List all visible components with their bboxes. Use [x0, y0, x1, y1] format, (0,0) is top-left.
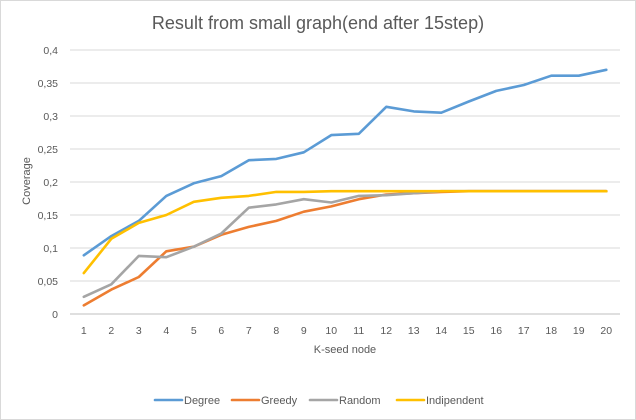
x-tick-label: 6: [218, 325, 224, 337]
x-tick-label: 9: [301, 325, 307, 337]
legend-label: Indipendent: [426, 395, 484, 407]
legend: Degree Greedy Random Indipendent: [153, 395, 484, 407]
x-tick-label: 16: [490, 325, 502, 337]
x-tick-label: 1: [81, 325, 87, 337]
x-tick-label: 17: [518, 325, 530, 337]
legend-label: Greedy: [261, 395, 298, 407]
x-tick-label: 8: [273, 325, 279, 337]
series-lines: [82, 68, 608, 307]
x-tick-label: 5: [191, 325, 197, 337]
x-tick-label: 10: [325, 325, 337, 337]
x-tick-label: 14: [435, 325, 447, 337]
x-tick-label: 20: [600, 325, 612, 337]
y-axis-ticks: 0 0,05 0,1 0,15 0,2 0,25 0,3 0,35 0,4: [38, 45, 59, 321]
x-tick-label: 19: [573, 325, 585, 337]
y-tick-label: 0,4: [43, 45, 58, 57]
x-tick-label: 4: [163, 325, 169, 337]
y-tick-label: 0,3: [43, 111, 58, 123]
x-tick-label: 11: [353, 325, 364, 337]
y-tick-label: 0,05: [38, 276, 59, 288]
y-tick-label: 0,1: [43, 243, 58, 255]
x-tick-label: 2: [108, 325, 114, 337]
y-tick-label: 0,35: [38, 78, 59, 90]
y-tick-label: 0,2: [43, 177, 58, 189]
legend-item-degree: Degree: [153, 395, 220, 407]
y-tick-label: 0,15: [38, 210, 59, 222]
legend-label: Degree: [184, 395, 220, 407]
y-axis-label: Coverage: [21, 157, 33, 205]
legend-item-indipendent: Indipendent: [395, 395, 484, 407]
legend-item-random: Random: [308, 395, 381, 407]
x-tick-label: 18: [545, 325, 557, 337]
x-tick-label: 3: [136, 325, 142, 337]
series-line-degree: [82, 68, 608, 257]
legend-label: Random: [339, 395, 381, 407]
x-tick-label: 12: [380, 325, 392, 337]
legend-item-greedy: Greedy: [230, 395, 298, 407]
y-tick-label: 0,25: [38, 144, 59, 156]
series-line-indipendent: [82, 189, 608, 275]
x-axis-ticks: 1 2 3 4 5 6 7 8 9 10 11 12 13 14 15 16 17 18 19 20: [81, 325, 612, 337]
x-axis-label: K-seed node: [314, 344, 376, 356]
x-tick-label: 7: [246, 325, 252, 337]
x-tick-label: 15: [463, 325, 475, 337]
gridlines: [70, 49, 620, 315]
y-tick-label: 0: [52, 309, 58, 321]
chart-title: Result from small graph(end after 15step…: [152, 13, 484, 33]
x-tick-label: 13: [408, 325, 420, 337]
